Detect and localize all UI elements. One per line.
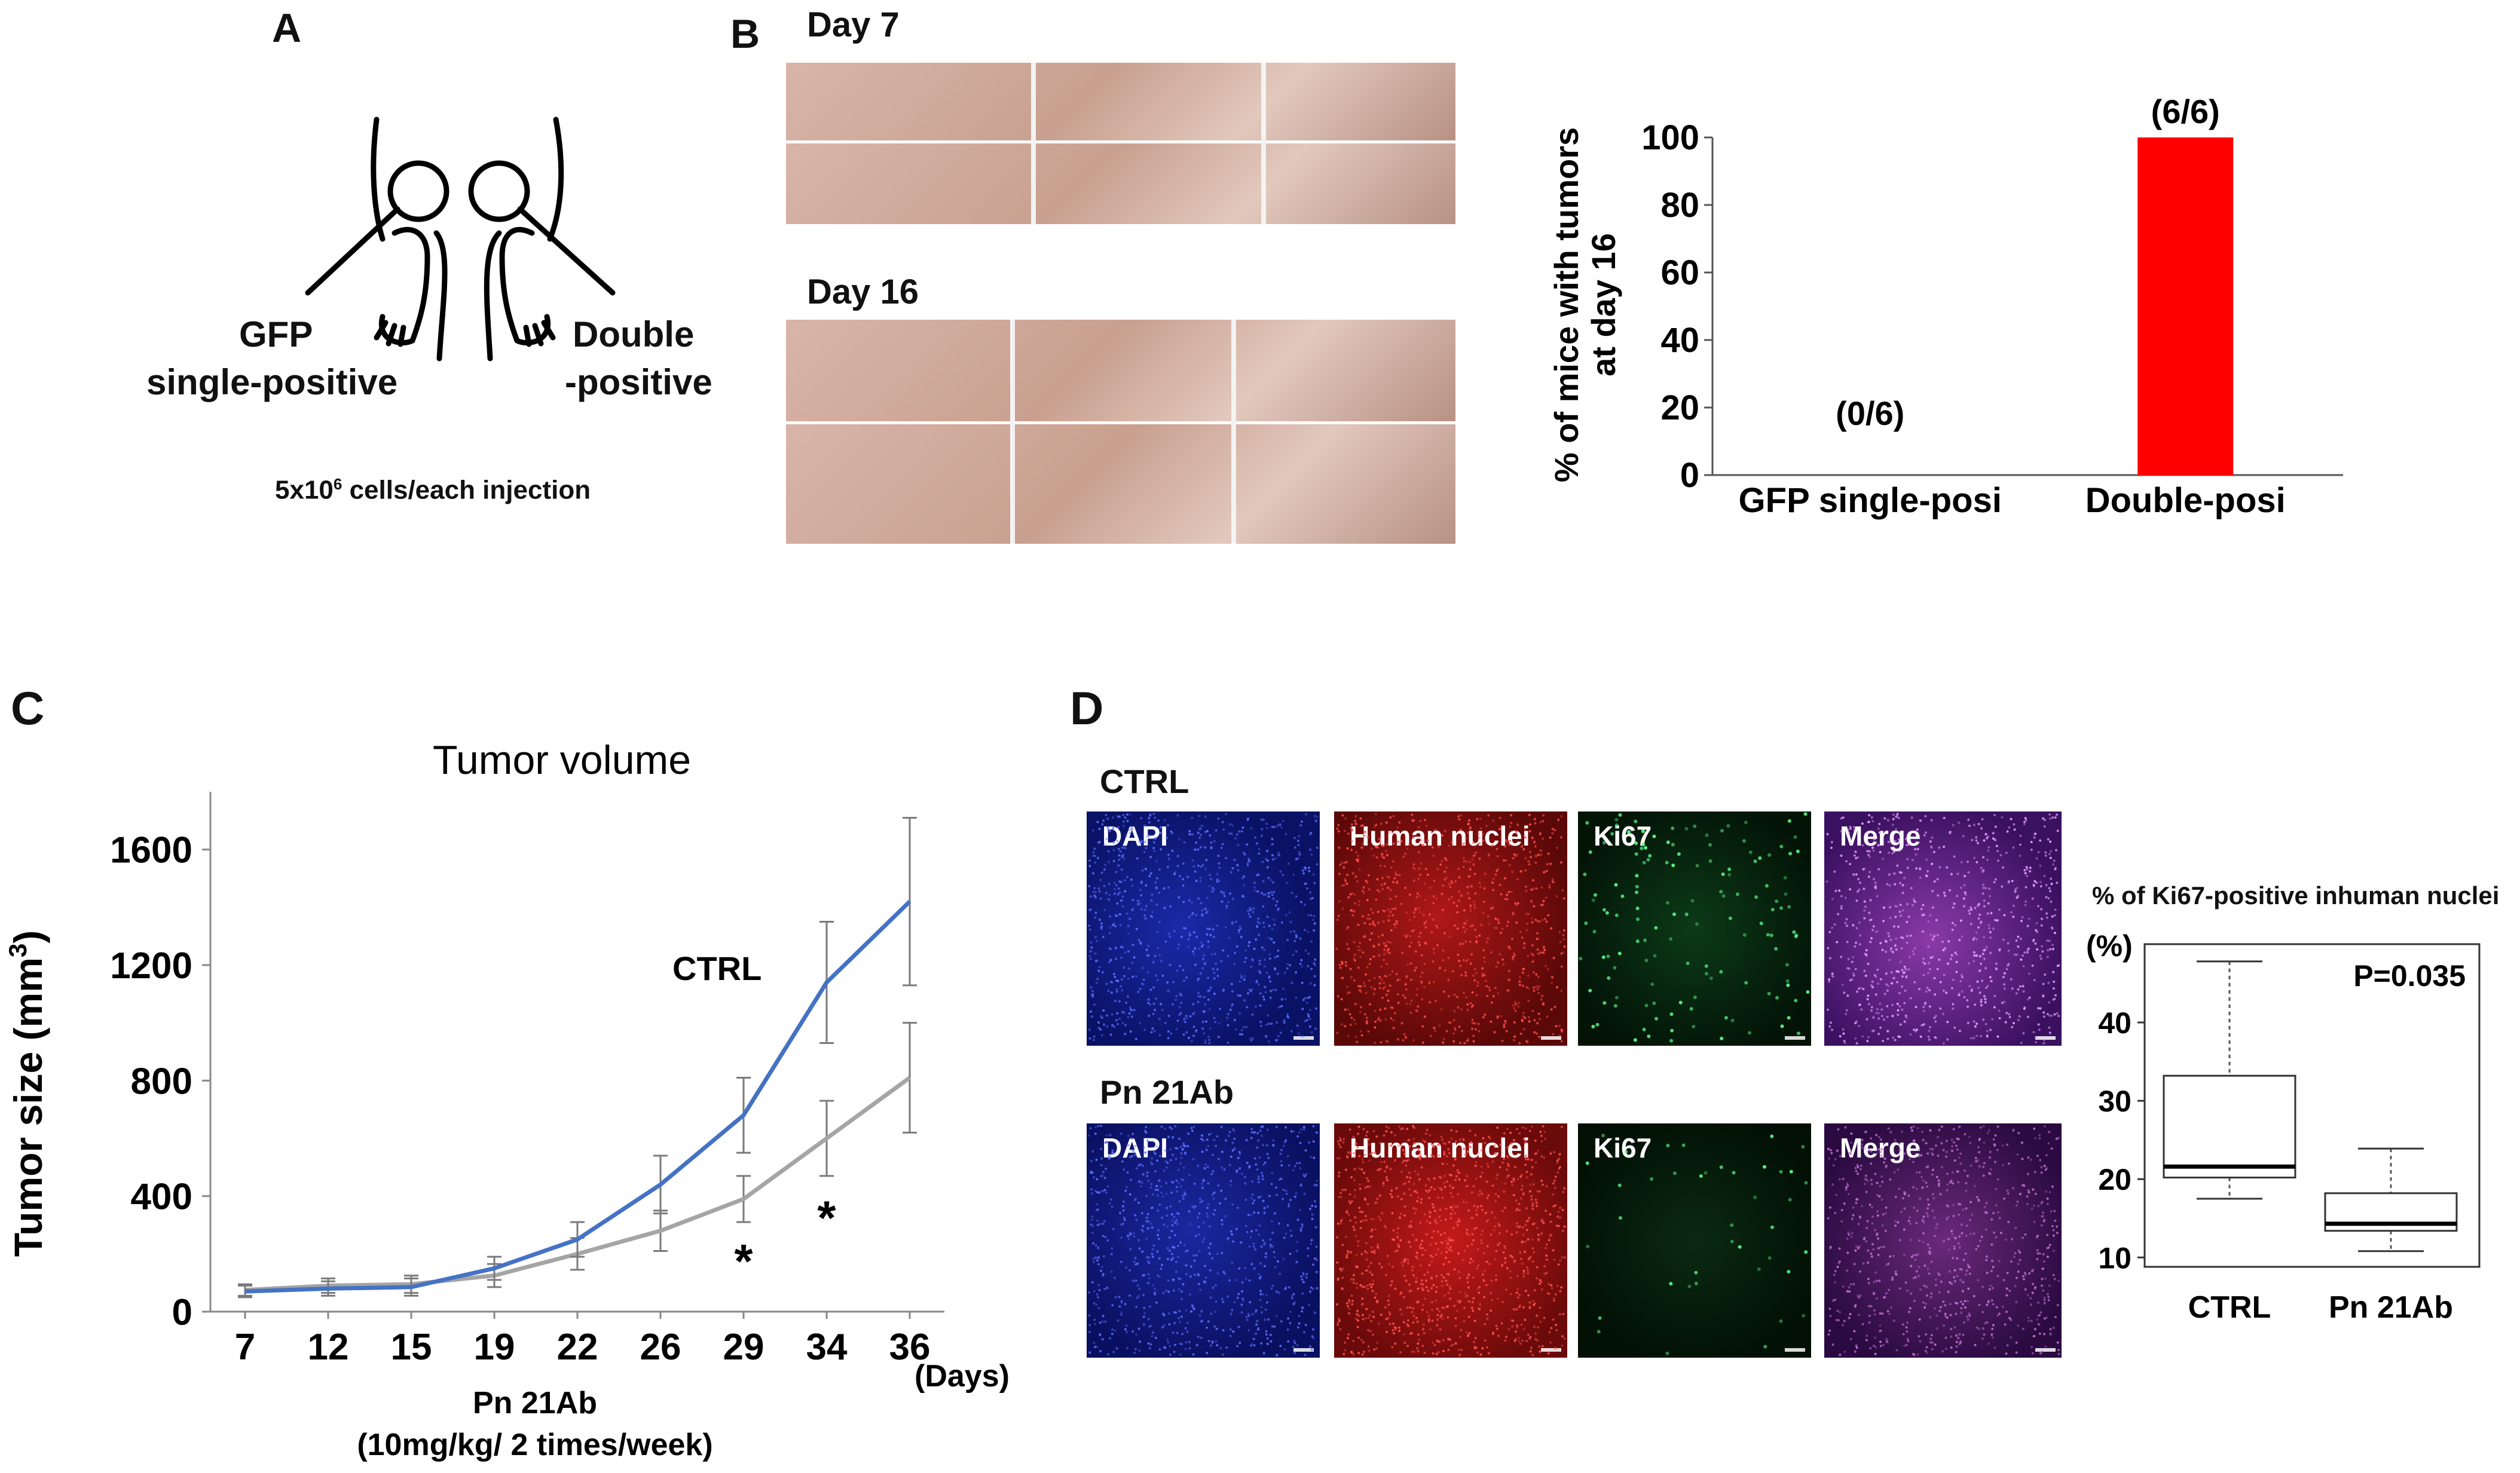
p-value: P=0.035 xyxy=(2353,959,2466,993)
photo-divider xyxy=(1231,320,1236,544)
image-ctrl-merge: Merge xyxy=(1824,811,2062,1046)
bar-data-label: (0/6) xyxy=(1836,394,1904,432)
y-tick-label: 0 xyxy=(172,1292,192,1333)
x-tick-label: 34 xyxy=(806,1327,848,1368)
x-tick-label: 15 xyxy=(391,1327,432,1368)
significance-marker: * xyxy=(734,1235,753,1288)
photo-divider xyxy=(1261,63,1266,224)
label-positive: -positive xyxy=(565,362,712,402)
y-tick-label: 0 xyxy=(1680,456,1699,495)
y-tick-label: 60 xyxy=(1660,253,1699,292)
x-tick-label: 7 xyxy=(235,1327,255,1368)
treatment-label: Pn 21Ab xyxy=(473,1386,597,1420)
mouse-photo-day16-top xyxy=(786,320,1455,421)
scale-bar xyxy=(1293,1348,1314,1352)
x-tick-label: 36 xyxy=(889,1327,931,1368)
day7-label: Day 7 xyxy=(807,5,900,44)
x-tick-label: 22 xyxy=(557,1327,598,1368)
x-axis-unit: (Days) xyxy=(915,1359,1010,1394)
image-ctrl-ki67: Ki67 xyxy=(1578,811,1811,1046)
y-tick-label: 400 xyxy=(131,1177,192,1218)
ki67-box-plot: (%) P=0.035 10 20 30 40 CTRL Pn 21Ab xyxy=(2086,929,2481,1325)
row-title-pn21ab: Pn 21Ab xyxy=(1100,1073,1234,1111)
channel-label-merge: Merge xyxy=(1840,820,1921,852)
significance-marker: * xyxy=(817,1192,836,1245)
y-tick-label: 80 xyxy=(1660,186,1699,225)
cells-per-injection-note: 5x106 cells/each injection xyxy=(275,475,591,505)
box-chart-title: % of Ki67-positive inhuman nuclei xyxy=(2092,881,2500,909)
scale-bar xyxy=(2035,1036,2056,1040)
mouse-photo-day7-top xyxy=(786,63,1455,140)
scale-bar xyxy=(2035,1348,2056,1352)
panel-label-c: C xyxy=(11,682,45,734)
bar-data-label: (6/6) xyxy=(2151,93,2220,130)
label-single-positive: single-positive xyxy=(146,362,398,402)
series-label-ctrl: CTRL xyxy=(672,950,761,987)
x-category-label: Double-posi xyxy=(2085,481,2286,520)
channel-label-dapi: DAPI xyxy=(1102,1132,1168,1163)
mouse-photo-day16-bottom xyxy=(786,424,1455,544)
treatment-dose-label: (10mg/kg/ 2 times/week) xyxy=(357,1428,712,1462)
label-double: Double xyxy=(573,314,695,354)
x-category-label: Pn 21Ab xyxy=(2329,1290,2453,1325)
series-line xyxy=(244,900,912,1294)
chart-title: Tumor volume xyxy=(433,737,691,783)
bar xyxy=(2137,137,2234,475)
scale-bar xyxy=(1785,1348,1805,1352)
x-category-label: CTRL xyxy=(2188,1290,2271,1325)
channel-label-merge: Merge xyxy=(1840,1132,1921,1163)
panel-label-a: A xyxy=(272,5,302,51)
x-category-label: GFP single-posi xyxy=(1739,481,2002,520)
plot-frame xyxy=(2143,943,2481,1268)
scale-bar xyxy=(1541,1348,1561,1352)
y-tick-label: 40 xyxy=(1660,321,1699,360)
y-tick-label: 10 xyxy=(2098,1241,2131,1275)
image-pn21ab-human-nuclei: Human nuclei xyxy=(1334,1123,1567,1358)
channel-label-human-nuclei: Human nuclei xyxy=(1350,820,1530,852)
y-tick-label: 20 xyxy=(1660,388,1699,427)
channel-label-dapi: DAPI xyxy=(1102,820,1168,852)
image-pn21ab-ki67: Ki67 xyxy=(1578,1123,1811,1358)
tumor-volume-line-chart: Tumor volume Tumor size (mm3) (Days) CTR… xyxy=(4,737,1010,1462)
image-pn21ab-dapi: DAPI xyxy=(1087,1123,1320,1358)
label-gfp: GFP xyxy=(239,314,313,354)
x-tick-label: 26 xyxy=(640,1327,681,1368)
panel-label-b: B xyxy=(730,11,760,57)
channel-label-ki67: Ki67 xyxy=(1594,820,1652,852)
mouse-injection-diagram xyxy=(305,117,616,362)
x-tick-label: 29 xyxy=(723,1327,764,1368)
scale-bar xyxy=(1541,1036,1561,1040)
box xyxy=(2163,1074,2296,1179)
day16-label: Day 16 xyxy=(807,272,919,311)
channel-label-human-nuclei: Human nuclei xyxy=(1350,1132,1530,1163)
y-tick-label: 800 xyxy=(131,1061,192,1102)
mouse-photo-day7-bottom xyxy=(786,143,1455,224)
y-axis-label: Tumor size (mm3) xyxy=(4,930,50,1257)
x-tick-label: 19 xyxy=(474,1327,515,1368)
y-tick-label: 20 xyxy=(2098,1163,2131,1196)
panel-label-d: D xyxy=(1070,682,1104,734)
tumor-incidence-bar-chart: % of mice with tumors at day 16 0 20 40 60 8… xyxy=(1548,93,2343,520)
scale-bar xyxy=(1293,1036,1314,1040)
y-tick-label: 30 xyxy=(2098,1085,2131,1118)
image-ctrl-dapi: DAPI xyxy=(1087,811,1320,1046)
image-ctrl-human-nuclei: Human nuclei xyxy=(1334,811,1567,1046)
y-axis-label-line2: at day 16 xyxy=(1585,233,1622,376)
y-axis-unit: (%) xyxy=(2086,929,2133,963)
scale-bar xyxy=(1785,1036,1805,1040)
y-tick-label: 1200 xyxy=(110,945,192,987)
channel-label-ki67: Ki67 xyxy=(1594,1132,1652,1163)
y-axis-label-line1: % of mice with tumors xyxy=(1548,127,1585,482)
y-tick-label: 40 xyxy=(2098,1006,2131,1040)
x-tick-label: 12 xyxy=(308,1327,349,1368)
photo-divider xyxy=(1031,63,1036,224)
photo-divider xyxy=(1010,320,1015,544)
image-pn21ab-merge: Merge xyxy=(1824,1123,2062,1358)
y-tick-label: 100 xyxy=(1641,118,1699,157)
y-tick-label: 1600 xyxy=(110,830,192,871)
row-title-ctrl: CTRL xyxy=(1100,762,1189,800)
